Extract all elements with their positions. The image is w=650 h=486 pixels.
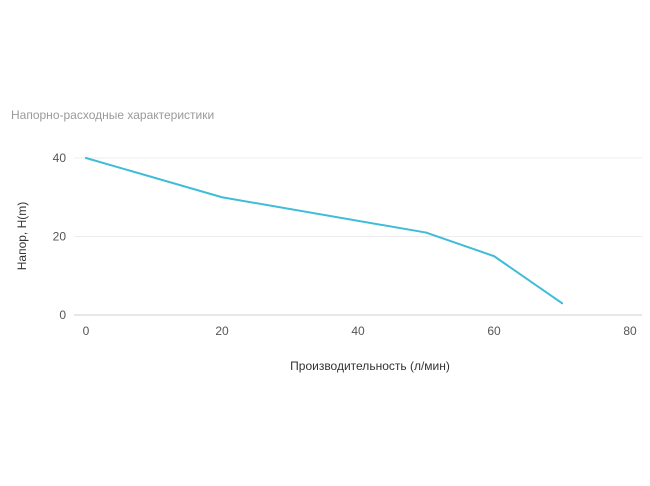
x-tick-label-2: 40 (351, 324, 365, 338)
y-axis-label: Напор, H(m) (15, 202, 29, 271)
series-line-0 (85, 157, 563, 305)
x-tick-label-4: 80 (623, 324, 637, 338)
y-tick-label-0: 0 (59, 308, 66, 322)
chart-title: Напорно-расходные характеристики (11, 108, 214, 122)
y-tick-label-1: 20 (53, 230, 67, 244)
data-point-0-0 (85, 157, 87, 159)
x-tick-label-1: 20 (215, 324, 229, 338)
x-axis-label: Производительность (л/мин) (290, 359, 450, 373)
x-tick-labels: 0 20 40 60 80 (83, 324, 637, 338)
y-tick-label-2: 40 (53, 151, 67, 165)
grid-lines (74, 157, 642, 237)
x-tick-label-0: 0 (83, 324, 90, 338)
data-point-0-3 (493, 255, 495, 258)
data-point-0-4 (561, 302, 563, 305)
series-layer (85, 157, 563, 305)
data-point-0-2 (425, 231, 427, 234)
x-tick-label-3: 60 (487, 324, 501, 338)
y-tick-labels: 0 20 40 (53, 151, 67, 322)
data-point-0-1 (221, 196, 223, 199)
